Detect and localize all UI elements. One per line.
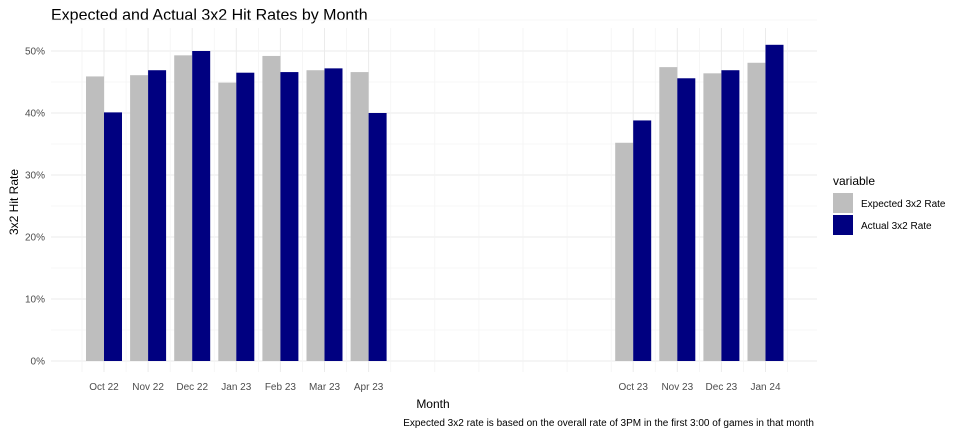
x-tick-label: Apr 23 (354, 382, 384, 393)
legend-swatch (833, 215, 853, 235)
bar-actual-dec-22 (192, 51, 211, 361)
y-tick-label: 40% (25, 109, 45, 120)
bar-expected-jan-24 (747, 62, 766, 361)
y-axis-ticks: 0% 10% 20% 30% 40% 50% (25, 47, 45, 368)
x-tick-label: Jan 23 (221, 382, 251, 393)
bar-actual-dec-23 (721, 70, 740, 361)
x-tick-label: Dec 23 (706, 382, 738, 393)
bar-actual-feb-23 (280, 72, 299, 361)
bar-expected-apr-23 (350, 72, 369, 361)
bar-expected-nov-23 (659, 67, 678, 362)
bar-actual-nov-22 (148, 70, 167, 361)
legend-label: Expected 3x2 Rate (861, 199, 946, 210)
x-tick-label: Feb 23 (265, 382, 297, 393)
legend-swatch (833, 193, 853, 213)
x-tick-label: Jan 24 (750, 382, 780, 393)
bar-expected-dec-23 (703, 73, 722, 361)
bar-expected-nov-22 (130, 75, 149, 362)
x-tick-label: Oct 22 (89, 382, 119, 393)
x-axis-ticks: Oct 22 Nov 22 Dec 22 Jan 23 Feb 23 Mar 23 Apr … (89, 382, 781, 393)
legend: variable Expected 3x2 Rate Actual 3x2 Rat… (833, 174, 946, 235)
legend-label: Actual 3x2 Rate (861, 221, 932, 232)
chart-caption: Expected 3x2 rate is based on the overal… (403, 418, 814, 429)
bar-actual-oct-23 (633, 120, 652, 361)
bar-expected-oct-23 (615, 142, 634, 361)
x-tick-label: Nov 22 (132, 382, 164, 393)
x-axis-title: Month (416, 397, 449, 411)
y-tick-label: 20% (25, 233, 45, 244)
y-tick-label: 50% (25, 47, 45, 58)
y-tick-label: 10% (25, 295, 45, 306)
y-tick-label: 0% (31, 357, 46, 368)
y-axis-title: 3x2 Hit Rate (7, 169, 21, 235)
bar-expected-oct-22 (86, 76, 104, 362)
bar-actual-mar-23 (324, 68, 343, 362)
legend-title: variable (833, 174, 875, 188)
bars (86, 44, 784, 362)
bar-actual-oct-22 (104, 112, 122, 361)
bar-actual-jan-23 (236, 72, 255, 361)
x-tick-label: Mar 23 (309, 382, 341, 393)
bar-actual-nov-23 (677, 78, 696, 361)
bar-actual-jan-24 (765, 44, 784, 362)
bar-expected-jan-23 (218, 82, 237, 362)
x-tick-label: Dec 22 (176, 382, 208, 393)
chart-title: Expected and Actual 3x2 Hit Rates by Mon… (51, 7, 368, 24)
bar-expected-feb-23 (262, 55, 281, 362)
x-tick-label: Oct 23 (618, 382, 648, 393)
bar-expected-dec-22 (174, 55, 193, 362)
bar-actual-apr-23 (368, 113, 387, 361)
bar-expected-mar-23 (306, 70, 325, 361)
y-tick-label: 30% (25, 171, 45, 182)
x-tick-label: Nov 23 (661, 382, 693, 393)
